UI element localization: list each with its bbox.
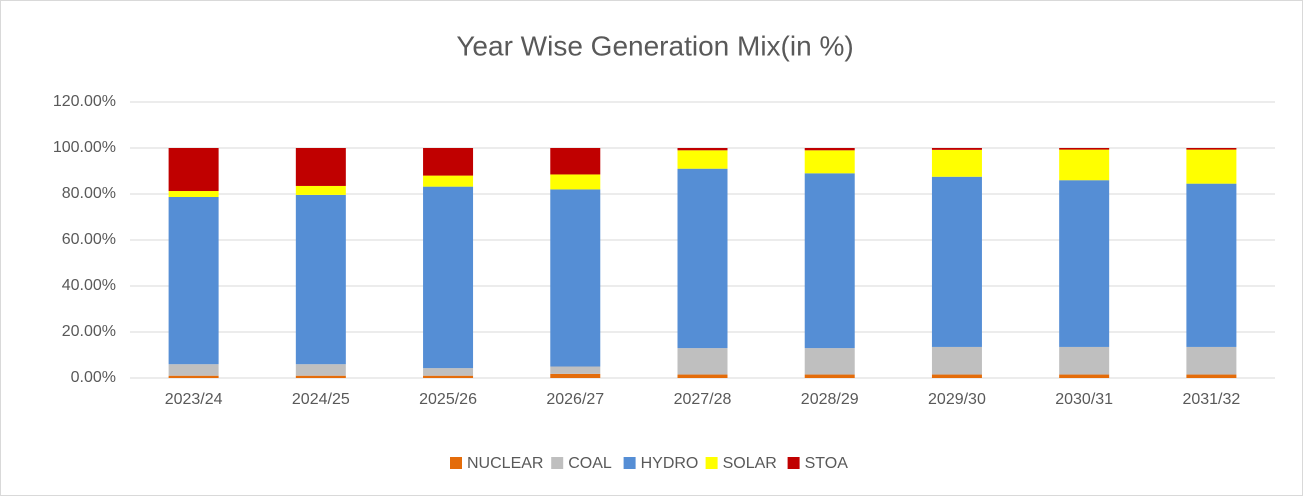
bar-segment (295, 185, 346, 195)
legend-label: STOA (805, 455, 849, 472)
x-tick-label: 2029/30 (928, 391, 986, 408)
bar-segment (168, 148, 219, 192)
bar-segment (168, 196, 219, 365)
y-tick-label: 100.00% (53, 139, 116, 156)
bar-segment (804, 348, 855, 375)
bar-segment (677, 150, 728, 169)
y-tick-label: 40.00% (62, 277, 116, 294)
legend-label: NUCLEAR (467, 455, 543, 472)
x-tick-label: 2030/31 (1055, 391, 1113, 408)
bar-segment (1186, 374, 1237, 378)
bar-segment (1059, 148, 1110, 150)
bar-segment (677, 148, 728, 151)
legend-swatch (705, 457, 718, 469)
legend-label: SOLAR (723, 455, 777, 472)
bar-segment (1059, 180, 1110, 347)
bar-segment (295, 194, 346, 365)
bar-segment (295, 364, 346, 376)
legend-label: HYDRO (641, 455, 699, 472)
bar-segment (168, 191, 219, 197)
bar-segment (550, 174, 601, 190)
legend-label: COAL (568, 455, 612, 472)
bar-segment (423, 148, 474, 176)
chart-title: Year Wise Generation Mix(in %) (456, 30, 853, 61)
bar-segment (1059, 374, 1110, 378)
bar-segment (804, 374, 855, 378)
bar-segment (804, 148, 855, 151)
bar-segment (295, 375, 346, 378)
bar-segment (931, 176, 982, 347)
bar-segment (677, 168, 728, 349)
bar-segment (168, 364, 219, 376)
x-tick-label: 2024/25 (292, 391, 350, 408)
x-tick-label: 2027/28 (674, 391, 732, 408)
y-tick-label: 20.00% (62, 323, 116, 340)
bar-segment (423, 175, 474, 187)
bar-segment (1186, 148, 1237, 150)
bar-segment (295, 148, 346, 186)
bar-segment (677, 348, 728, 375)
bar-segment (931, 149, 982, 177)
bar-segment (423, 368, 474, 376)
y-tick-label: 120.00% (53, 93, 116, 110)
y-tick-label: 60.00% (62, 231, 116, 248)
legend-swatch (623, 457, 636, 469)
bar-segment (804, 173, 855, 349)
bar-segment (550, 366, 601, 374)
bar-segment (1059, 346, 1110, 375)
bar-segment (677, 374, 728, 378)
x-tick-label: 2023/24 (165, 391, 223, 408)
x-tick-label: 2025/26 (419, 391, 477, 408)
legend-swatch (450, 457, 462, 469)
bar-segment (931, 148, 982, 150)
bar-segment (1186, 346, 1237, 375)
bar-segment (804, 150, 855, 174)
x-tick-label: 2031/32 (1182, 391, 1240, 408)
bar-segment (1059, 149, 1110, 181)
legend-swatch (787, 457, 800, 469)
legend-swatch (551, 457, 564, 469)
y-tick-label: 80.00% (62, 185, 116, 202)
bar-segment (550, 189, 601, 367)
bar-segment (931, 374, 982, 378)
bar-segment (423, 375, 474, 378)
y-tick-label: 0.00% (71, 369, 116, 386)
bar-segment (931, 346, 982, 375)
bar-segment (1186, 149, 1237, 184)
bar-segment (423, 186, 474, 369)
bar-segment (550, 373, 601, 378)
x-tick-label: 2026/27 (546, 391, 604, 408)
bar-segment (550, 148, 601, 175)
bar-segment (1186, 183, 1237, 347)
x-tick-label: 2028/29 (801, 391, 859, 408)
bar-segment (168, 375, 219, 378)
